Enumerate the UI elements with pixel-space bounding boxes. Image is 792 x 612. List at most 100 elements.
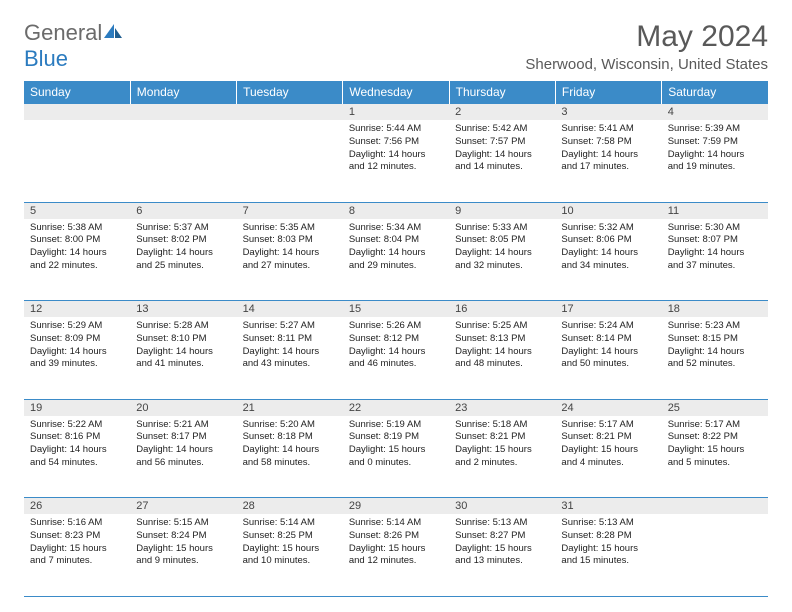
day-number: 16 bbox=[449, 301, 555, 318]
day-number: 10 bbox=[555, 202, 661, 219]
day-cell: Sunrise: 5:24 AMSunset: 8:14 PMDaylight:… bbox=[555, 317, 661, 399]
logo-sail-icon bbox=[102, 20, 124, 46]
logo: GeneralBlue bbox=[24, 20, 124, 72]
day-cell: Sunrise: 5:23 AMSunset: 8:15 PMDaylight:… bbox=[662, 317, 768, 399]
day-number: 19 bbox=[24, 399, 130, 416]
day-cell: Sunrise: 5:33 AMSunset: 8:05 PMDaylight:… bbox=[449, 219, 555, 301]
day-number: 12 bbox=[24, 301, 130, 318]
day-number: 1 bbox=[343, 104, 449, 121]
day-cell: Sunrise: 5:29 AMSunset: 8:09 PMDaylight:… bbox=[24, 317, 130, 399]
day-cell: Sunrise: 5:38 AMSunset: 8:00 PMDaylight:… bbox=[24, 219, 130, 301]
day-number-row: 19202122232425 bbox=[24, 399, 768, 416]
day-body-row: Sunrise: 5:22 AMSunset: 8:16 PMDaylight:… bbox=[24, 416, 768, 498]
day-details: Sunrise: 5:17 AMSunset: 8:22 PMDaylight:… bbox=[662, 416, 768, 474]
day-details: Sunrise: 5:38 AMSunset: 8:00 PMDaylight:… bbox=[24, 219, 130, 277]
day-details: Sunrise: 5:41 AMSunset: 7:58 PMDaylight:… bbox=[555, 120, 661, 178]
day-details: Sunrise: 5:26 AMSunset: 8:12 PMDaylight:… bbox=[343, 317, 449, 375]
day-details: Sunrise: 5:16 AMSunset: 8:23 PMDaylight:… bbox=[24, 514, 130, 572]
day-cell: Sunrise: 5:22 AMSunset: 8:16 PMDaylight:… bbox=[24, 416, 130, 498]
day-cell: Sunrise: 5:32 AMSunset: 8:06 PMDaylight:… bbox=[555, 219, 661, 301]
location: Sherwood, Wisconsin, United States bbox=[525, 56, 768, 73]
day-number: 24 bbox=[555, 399, 661, 416]
day-details: Sunrise: 5:35 AMSunset: 8:03 PMDaylight:… bbox=[237, 219, 343, 277]
day-details: Sunrise: 5:21 AMSunset: 8:17 PMDaylight:… bbox=[130, 416, 236, 474]
day-body-row: Sunrise: 5:29 AMSunset: 8:09 PMDaylight:… bbox=[24, 317, 768, 399]
day-details: Sunrise: 5:13 AMSunset: 8:27 PMDaylight:… bbox=[449, 514, 555, 572]
day-number: 22 bbox=[343, 399, 449, 416]
day-cell: Sunrise: 5:34 AMSunset: 8:04 PMDaylight:… bbox=[343, 219, 449, 301]
day-number: 9 bbox=[449, 202, 555, 219]
day-body-row: Sunrise: 5:38 AMSunset: 8:00 PMDaylight:… bbox=[24, 219, 768, 301]
day-details: Sunrise: 5:34 AMSunset: 8:04 PMDaylight:… bbox=[343, 219, 449, 277]
day-details: Sunrise: 5:42 AMSunset: 7:57 PMDaylight:… bbox=[449, 120, 555, 178]
day-details: Sunrise: 5:29 AMSunset: 8:09 PMDaylight:… bbox=[24, 317, 130, 375]
day-number: 18 bbox=[662, 301, 768, 318]
day-details: Sunrise: 5:14 AMSunset: 8:26 PMDaylight:… bbox=[343, 514, 449, 572]
title-block: May 2024 Sherwood, Wisconsin, United Sta… bbox=[525, 20, 768, 73]
day-number: 17 bbox=[555, 301, 661, 318]
logo-text: GeneralBlue bbox=[24, 20, 124, 72]
day-number: 31 bbox=[555, 498, 661, 515]
day-details: Sunrise: 5:18 AMSunset: 8:21 PMDaylight:… bbox=[449, 416, 555, 474]
day-cell: Sunrise: 5:26 AMSunset: 8:12 PMDaylight:… bbox=[343, 317, 449, 399]
day-number: 29 bbox=[343, 498, 449, 515]
day-cell: Sunrise: 5:18 AMSunset: 8:21 PMDaylight:… bbox=[449, 416, 555, 498]
header: GeneralBlue May 2024 Sherwood, Wisconsin… bbox=[24, 20, 768, 73]
page-title: May 2024 bbox=[525, 20, 768, 54]
day-details: Sunrise: 5:19 AMSunset: 8:19 PMDaylight:… bbox=[343, 416, 449, 474]
day-details bbox=[130, 120, 236, 127]
day-cell: Sunrise: 5:41 AMSunset: 7:58 PMDaylight:… bbox=[555, 120, 661, 202]
day-cell: Sunrise: 5:16 AMSunset: 8:23 PMDaylight:… bbox=[24, 514, 130, 596]
day-number: 14 bbox=[237, 301, 343, 318]
day-number bbox=[130, 104, 236, 121]
day-details bbox=[662, 514, 768, 521]
day-cell: Sunrise: 5:17 AMSunset: 8:22 PMDaylight:… bbox=[662, 416, 768, 498]
day-details: Sunrise: 5:44 AMSunset: 7:56 PMDaylight:… bbox=[343, 120, 449, 178]
day-cell bbox=[662, 514, 768, 596]
weekday-header: Sunday bbox=[24, 81, 130, 104]
weekday-header: Thursday bbox=[449, 81, 555, 104]
day-details: Sunrise: 5:28 AMSunset: 8:10 PMDaylight:… bbox=[130, 317, 236, 375]
day-details bbox=[237, 120, 343, 127]
day-number: 11 bbox=[662, 202, 768, 219]
day-number-row: 262728293031 bbox=[24, 498, 768, 515]
day-details: Sunrise: 5:27 AMSunset: 8:11 PMDaylight:… bbox=[237, 317, 343, 375]
day-details: Sunrise: 5:39 AMSunset: 7:59 PMDaylight:… bbox=[662, 120, 768, 178]
day-number: 8 bbox=[343, 202, 449, 219]
day-number: 30 bbox=[449, 498, 555, 515]
day-number: 23 bbox=[449, 399, 555, 416]
weekday-header: Saturday bbox=[662, 81, 768, 104]
day-details: Sunrise: 5:23 AMSunset: 8:15 PMDaylight:… bbox=[662, 317, 768, 375]
day-number: 28 bbox=[237, 498, 343, 515]
day-number bbox=[237, 104, 343, 121]
day-cell: Sunrise: 5:39 AMSunset: 7:59 PMDaylight:… bbox=[662, 120, 768, 202]
day-cell: Sunrise: 5:19 AMSunset: 8:19 PMDaylight:… bbox=[343, 416, 449, 498]
day-details: Sunrise: 5:15 AMSunset: 8:24 PMDaylight:… bbox=[130, 514, 236, 572]
day-details: Sunrise: 5:24 AMSunset: 8:14 PMDaylight:… bbox=[555, 317, 661, 375]
weekday-header: Tuesday bbox=[237, 81, 343, 104]
day-cell: Sunrise: 5:37 AMSunset: 8:02 PMDaylight:… bbox=[130, 219, 236, 301]
day-cell: Sunrise: 5:14 AMSunset: 8:26 PMDaylight:… bbox=[343, 514, 449, 596]
day-number: 25 bbox=[662, 399, 768, 416]
day-cell: Sunrise: 5:20 AMSunset: 8:18 PMDaylight:… bbox=[237, 416, 343, 498]
day-number bbox=[662, 498, 768, 515]
day-number: 5 bbox=[24, 202, 130, 219]
day-number: 26 bbox=[24, 498, 130, 515]
weekday-header: Monday bbox=[130, 81, 236, 104]
day-cell bbox=[130, 120, 236, 202]
day-number-row: 567891011 bbox=[24, 202, 768, 219]
day-details: Sunrise: 5:20 AMSunset: 8:18 PMDaylight:… bbox=[237, 416, 343, 474]
day-details: Sunrise: 5:13 AMSunset: 8:28 PMDaylight:… bbox=[555, 514, 661, 572]
day-cell: Sunrise: 5:25 AMSunset: 8:13 PMDaylight:… bbox=[449, 317, 555, 399]
day-cell: Sunrise: 5:17 AMSunset: 8:21 PMDaylight:… bbox=[555, 416, 661, 498]
logo-gray: General bbox=[24, 20, 102, 45]
day-cell: Sunrise: 5:15 AMSunset: 8:24 PMDaylight:… bbox=[130, 514, 236, 596]
day-cell: Sunrise: 5:30 AMSunset: 8:07 PMDaylight:… bbox=[662, 219, 768, 301]
day-number: 15 bbox=[343, 301, 449, 318]
logo-blue: Blue bbox=[24, 46, 68, 71]
day-cell: Sunrise: 5:28 AMSunset: 8:10 PMDaylight:… bbox=[130, 317, 236, 399]
day-cell: Sunrise: 5:13 AMSunset: 8:28 PMDaylight:… bbox=[555, 514, 661, 596]
day-details: Sunrise: 5:33 AMSunset: 8:05 PMDaylight:… bbox=[449, 219, 555, 277]
day-details: Sunrise: 5:25 AMSunset: 8:13 PMDaylight:… bbox=[449, 317, 555, 375]
day-number: 2 bbox=[449, 104, 555, 121]
